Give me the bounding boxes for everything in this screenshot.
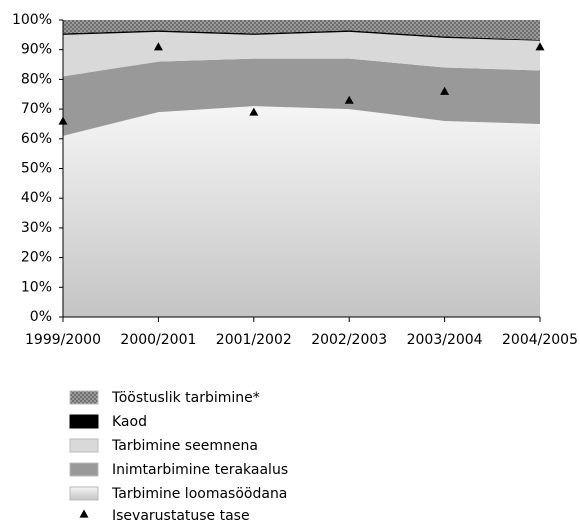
legend-label: Tarbimine loomasöödana: [111, 486, 287, 502]
legend-label: Tööstuslik tarbimine*: [111, 390, 260, 406]
y-tick-label: 50%: [21, 161, 52, 177]
x-tick-label: 1999/2000: [25, 332, 101, 348]
y-tick-label: 80%: [21, 71, 52, 87]
legend-label: Tarbimine seemnena: [111, 438, 258, 454]
legend-label: Inimtarbimine terakaalus: [112, 462, 288, 478]
area: [63, 20, 540, 40]
legend-marker: [79, 509, 89, 518]
y-tick-label: 20%: [21, 250, 52, 266]
y-tick-label: 70%: [21, 101, 52, 117]
marker: [58, 116, 68, 125]
marker: [344, 95, 354, 104]
y-tick-label: 90%: [21, 42, 52, 58]
y-tick-label: 0%: [30, 309, 52, 325]
x-tick-label: 2003/2004: [407, 332, 483, 348]
area: [63, 58, 540, 136]
y-tick-label: 30%: [21, 220, 52, 236]
legend-label: Kaod: [112, 414, 147, 430]
legend-swatch: [69, 438, 99, 453]
legend-swatch: [69, 486, 99, 501]
legend-swatch: [69, 462, 99, 477]
marker: [535, 42, 545, 51]
y-tick-label: 40%: [21, 190, 52, 206]
y-tick-label: 100%: [12, 12, 52, 28]
marker: [440, 86, 450, 95]
x-tick-label: 2002/2003: [311, 332, 387, 348]
y-tick-label: 60%: [21, 131, 52, 147]
x-tick-label: 2001/2002: [216, 332, 292, 348]
area: [63, 30, 540, 41]
marker: [153, 42, 163, 51]
x-tick-label: 2004/2005: [502, 332, 578, 348]
legend-label: Isevarustatuse tase: [112, 508, 250, 524]
y-tick-label: 10%: [21, 279, 52, 295]
area: [63, 106, 540, 317]
area: [63, 31, 540, 77]
marker: [249, 107, 259, 116]
legend-swatch: [69, 390, 99, 405]
x-tick-label: 2000/2001: [120, 332, 196, 348]
legend-swatch: [69, 414, 99, 429]
